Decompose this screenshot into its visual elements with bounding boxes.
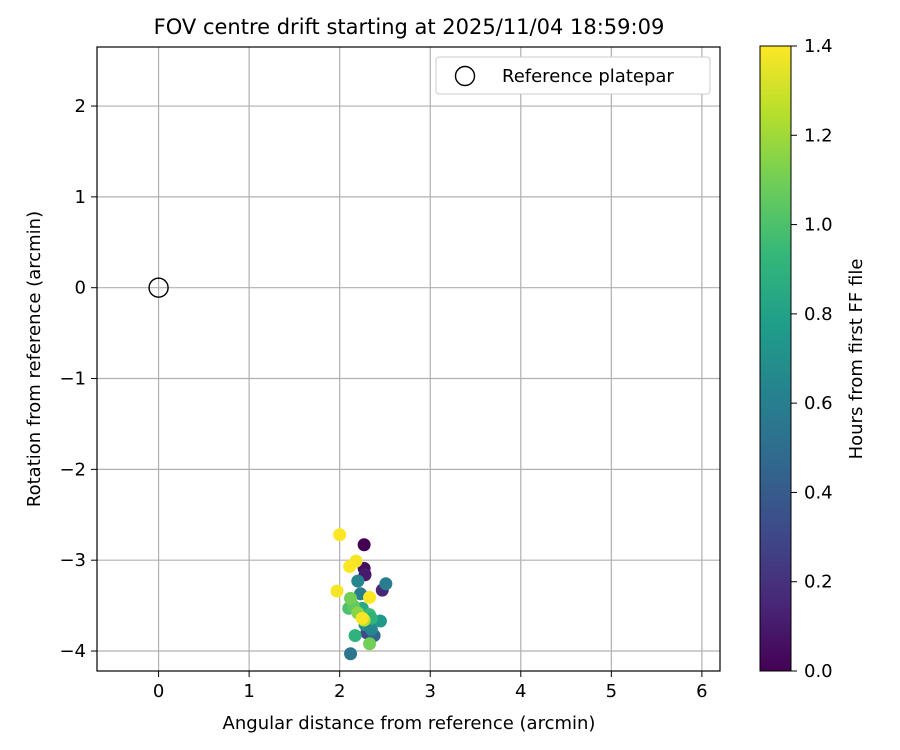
data-point bbox=[330, 584, 344, 598]
data-point bbox=[348, 629, 362, 643]
colorbar-tick-label: 1.2 bbox=[804, 125, 833, 146]
grid bbox=[97, 47, 720, 671]
y-tick-label: −2 bbox=[59, 459, 86, 480]
x-tick-label: 3 bbox=[425, 681, 436, 702]
plot-frame bbox=[96, 46, 721, 672]
x-tick-label: 2 bbox=[334, 681, 345, 702]
colorbar-tick-label: 0.8 bbox=[804, 304, 833, 325]
data-point bbox=[363, 590, 377, 604]
y-tick-label: −1 bbox=[59, 369, 86, 390]
points-layer bbox=[330, 528, 393, 661]
y-tick-label: 1 bbox=[75, 187, 86, 208]
y-axis-label: Rotation from reference (arcmin) bbox=[24, 211, 45, 507]
x-axis-label: Angular distance from reference (arcmin) bbox=[223, 713, 596, 734]
colorbar-tick-label: 0.0 bbox=[804, 661, 833, 682]
colorbar-tick-label: 1.4 bbox=[804, 36, 833, 57]
data-point bbox=[379, 577, 393, 591]
legend-entry-label: Reference platepar bbox=[502, 66, 674, 87]
colorbar-tick-label: 1.0 bbox=[804, 215, 833, 236]
legend-marker-open-circle bbox=[454, 65, 476, 87]
data-point bbox=[343, 560, 357, 574]
colorbar-ticks: 0.0 0.2 0.4 0.6 0.8 1.0 1.2 1.4 bbox=[791, 36, 833, 682]
data-point bbox=[333, 528, 347, 542]
data-point bbox=[355, 611, 369, 625]
x-tick-label: 4 bbox=[515, 681, 526, 702]
colorbar-tick-label: 0.4 bbox=[804, 482, 833, 503]
y-tick-label: −4 bbox=[59, 641, 86, 662]
x-tick-label: 0 bbox=[153, 681, 164, 702]
y-axis-ticks: −4 −3 −2 −1 0 1 2 bbox=[59, 96, 97, 662]
colorbar-tick-label: 0.2 bbox=[804, 572, 833, 593]
x-axis-ticks: 0 1 2 3 4 5 6 bbox=[153, 671, 708, 702]
x-tick-label: 5 bbox=[606, 681, 617, 702]
reference-layer bbox=[148, 277, 169, 298]
data-point bbox=[344, 647, 358, 661]
data-point bbox=[363, 637, 377, 651]
x-tick-label: 6 bbox=[696, 681, 707, 702]
data-point bbox=[344, 591, 358, 605]
legend-box bbox=[435, 56, 711, 95]
y-tick-label: −3 bbox=[59, 550, 86, 571]
data-point bbox=[351, 574, 365, 588]
data-point bbox=[364, 622, 378, 636]
x-tick-label: 1 bbox=[243, 681, 254, 702]
colorbar-tick-label: 0.6 bbox=[804, 393, 833, 414]
chart-title: FOV centre drift starting at 2025/11/04 … bbox=[154, 15, 665, 39]
y-tick-label: 2 bbox=[75, 96, 86, 117]
legend: Reference platepar bbox=[435, 56, 711, 95]
colorbar-label: Hours from first FF file bbox=[846, 259, 867, 460]
colorbar bbox=[759, 45, 792, 672]
data-point bbox=[357, 538, 371, 552]
reference-point bbox=[148, 277, 169, 298]
y-tick-label: 0 bbox=[75, 278, 86, 299]
